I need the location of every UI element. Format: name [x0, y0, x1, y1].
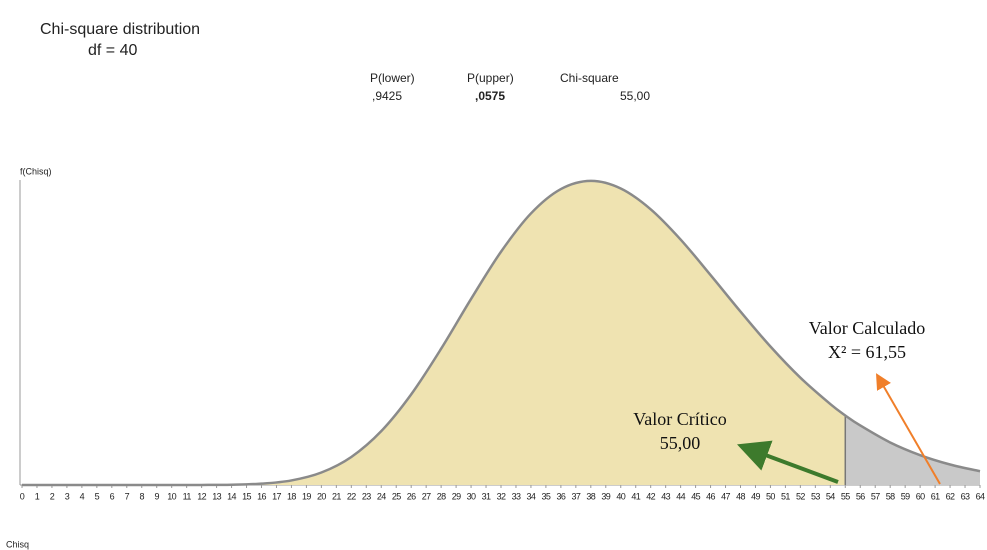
x-tick-label: 21 [332, 491, 341, 501]
x-tick-label: 4 [80, 491, 85, 501]
x-tick-label: 14 [227, 491, 236, 501]
x-tick-label: 2 [50, 491, 55, 501]
x-tick-label: 62 [946, 491, 955, 501]
x-tick-label: 47 [721, 491, 730, 501]
stat-value: ,0575 [475, 89, 505, 103]
x-tick-label: 56 [856, 491, 865, 501]
x-tick-label: 30 [467, 491, 476, 501]
x-tick-label: 11 [183, 491, 192, 501]
x-tick-label: 0 [20, 491, 25, 501]
annotation: Valor Calculado [809, 318, 925, 338]
stat-value: ,9425 [372, 89, 402, 103]
x-tick-label: 54 [826, 491, 835, 501]
x-tick-label: 13 [212, 491, 221, 501]
y-axis-label: f(Chisq) [20, 166, 52, 176]
x-tick-label: 5 [95, 491, 100, 501]
x-tick-label: 29 [452, 491, 461, 501]
x-tick-label: 63 [961, 491, 970, 501]
x-tick-label: 26 [407, 491, 416, 501]
x-tick-label: 49 [751, 491, 760, 501]
x-tick-label: 50 [766, 491, 775, 501]
x-tick-label: 44 [676, 491, 685, 501]
x-tick-label: 3 [65, 491, 70, 501]
x-tick-label: 31 [482, 491, 491, 501]
x-tick-label: 34 [527, 491, 536, 501]
x-tick-label: 43 [661, 491, 670, 501]
x-tick-label: 17 [272, 491, 281, 501]
x-tick-label: 12 [197, 491, 206, 501]
x-tick-label: 46 [706, 491, 715, 501]
annotation: Valor Crítico [633, 409, 726, 429]
x-tick-label: 27 [422, 491, 431, 501]
x-tick-label: 48 [736, 491, 745, 501]
x-tick-label: 23 [362, 491, 371, 501]
x-tick-label: 36 [556, 491, 565, 501]
x-tick-label: 16 [257, 491, 266, 501]
x-tick-label: 9 [155, 491, 160, 501]
x-tick-label: 59 [901, 491, 910, 501]
x-tick-label: 57 [871, 491, 880, 501]
x-tick-label: 1 [35, 491, 40, 501]
x-tick-label: 40 [616, 491, 625, 501]
x-tick-label: 19 [302, 491, 311, 501]
x-tick-label: 61 [931, 491, 940, 501]
lower-area [22, 180, 846, 486]
x-tick-label: 6 [110, 491, 115, 501]
x-tick-label: 64 [976, 491, 985, 501]
x-tick-label: 53 [811, 491, 820, 501]
stat-header: P(lower) [370, 71, 415, 85]
chart-title: Chi-square distribution [40, 21, 200, 38]
x-tick-label: 25 [392, 491, 401, 501]
x-tick-label: 8 [140, 491, 145, 501]
x-tick-label: 33 [512, 491, 521, 501]
annotation: X² = 61,55 [828, 342, 906, 362]
x-tick-label: 55 [841, 491, 850, 501]
arrow [876, 373, 941, 485]
x-tick-label: 32 [497, 491, 506, 501]
x-tick-label: 52 [796, 491, 805, 501]
subtitle: df = 40 [88, 42, 137, 59]
x-tick-label: 45 [691, 491, 700, 501]
x-tick-label: 39 [601, 491, 610, 501]
x-tick-label: 20 [317, 491, 326, 501]
stat-value: 55,00 [620, 89, 650, 103]
x-tick-label: 42 [646, 491, 655, 501]
curve [22, 179, 981, 487]
x-tick-label: 18 [287, 491, 296, 501]
x-tick-label: 58 [886, 491, 895, 501]
x-tick-label: 35 [542, 491, 551, 501]
x-tick-label: 15 [242, 491, 251, 501]
x-tick-label: 37 [571, 491, 580, 501]
x-tick-label: 51 [781, 491, 790, 501]
x-tick-label: 7 [125, 491, 130, 501]
stat-header: Chi-square [560, 71, 619, 85]
x-axis-label: Chisq [6, 539, 29, 549]
x-tick-label: 28 [437, 491, 446, 501]
arrow [737, 440, 839, 484]
x-tick-label: 10 [167, 491, 176, 501]
x-tick-label: 22 [347, 491, 356, 501]
x-tick-label: 24 [377, 491, 386, 501]
x-tick-label: 41 [631, 491, 640, 501]
upper-area [845, 415, 980, 485]
stat-header: P(upper) [467, 71, 514, 85]
plot-area: 0 1 2 3 4 5 6 7 8 9 10 11 12 13 14 15 16 17 18 19 20 21 22 23 24… [19, 179, 986, 501]
annotation: 55,00 [660, 433, 701, 453]
x-tick-label: 60 [916, 491, 925, 501]
x-tick-label: 38 [586, 491, 595, 501]
